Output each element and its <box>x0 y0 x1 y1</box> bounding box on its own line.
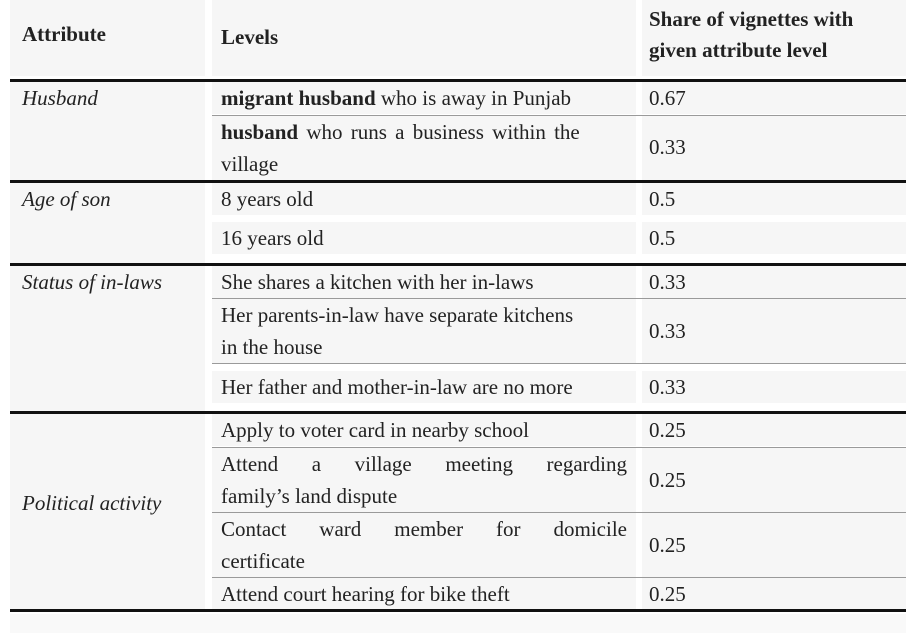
header-share-line2: given attribute level <box>649 38 828 62</box>
levels-cell <box>212 371 636 403</box>
share-cell <box>642 82 906 114</box>
share-value: 0.33 <box>649 375 686 399</box>
level-text-line2: village <box>221 152 279 176</box>
share-cell <box>642 222 906 254</box>
share-cell <box>642 448 906 512</box>
levels-cell <box>212 266 636 298</box>
row-divider <box>212 447 906 448</box>
footer-strip <box>10 614 906 633</box>
share-value: 0.25 <box>649 418 686 442</box>
share-cell <box>642 414 906 446</box>
row-divider <box>212 577 906 578</box>
row-divider <box>212 115 906 116</box>
header-share-line1: Share of vignettes with <box>649 7 854 31</box>
share-cell <box>642 578 906 609</box>
row-divider <box>212 298 906 299</box>
level-text: 16 years old <box>221 226 324 250</box>
header-attribute-cell <box>10 0 205 76</box>
share-value: 0.5 <box>649 187 676 211</box>
share-value: 0.25 <box>649 468 686 492</box>
levels-cell <box>212 183 636 215</box>
level-text: Attend court hearing for bike theft <box>221 582 510 606</box>
level-text-line2: certificate <box>221 549 305 573</box>
levels-cell <box>212 448 636 512</box>
share-value: 0.33 <box>649 135 686 159</box>
header-share-cell <box>642 0 906 76</box>
level-text: Her parents-in-law have separate kitchen… <box>221 303 574 327</box>
levels-cell <box>212 116 636 180</box>
levels-cell <box>212 82 636 114</box>
group-rule <box>10 180 906 183</box>
level-text: migrant husband who is away in Punjab <box>221 82 571 114</box>
level-rest: who runs a business within the <box>298 120 580 144</box>
level-text: husband who runs a business within the <box>221 116 627 148</box>
group-attribute-cell <box>10 266 205 411</box>
group-attribute: Status of in-laws <box>22 270 163 294</box>
levels-cell <box>212 513 636 577</box>
share-value: 0.33 <box>649 319 686 343</box>
level-text: 8 years old <box>221 187 314 211</box>
levels-cell <box>212 414 636 446</box>
group-attribute: Political activity <box>22 491 162 515</box>
group-attribute: Age of son <box>22 187 111 211</box>
levels-cell <box>212 299 636 363</box>
group-rule <box>10 411 906 414</box>
share-value: 0.67 <box>649 86 686 110</box>
row-divider <box>212 363 906 364</box>
level-text: Contact ward member for domicile <box>221 517 627 541</box>
header-levels-cell <box>212 0 636 76</box>
level-rest: who is away in Punjab <box>375 86 572 110</box>
share-value: 0.25 <box>649 582 686 606</box>
level-text: Her father and mother-in-law are no more <box>221 375 573 399</box>
group-attribute: Husband <box>22 86 98 110</box>
group-attribute-cell <box>10 183 205 263</box>
group-attribute-cell <box>10 414 205 609</box>
level-text-line2: in the house <box>221 335 323 359</box>
attribute-table: Attribute Levels Share of vignettes with… <box>10 0 906 633</box>
row-divider <box>212 512 906 513</box>
share-cell <box>642 371 906 403</box>
group-rule <box>10 263 906 266</box>
level-text-line2: family’s land dispute <box>221 484 398 508</box>
share-cell <box>642 513 906 577</box>
share-value: 0.33 <box>649 270 686 294</box>
share-cell <box>642 266 906 298</box>
share-cell <box>642 183 906 215</box>
level-bold: husband <box>221 120 299 144</box>
header-attribute: Attribute <box>22 22 106 46</box>
share-value: 0.25 <box>649 533 686 557</box>
bottom-rule <box>10 609 906 612</box>
level-text: Attend a village meeting regarding <box>221 452 627 476</box>
header-rule <box>10 79 906 82</box>
level-text: She shares a kitchen with her in-laws <box>221 270 534 294</box>
level-bold: migrant husband <box>221 86 376 110</box>
level-text: Apply to voter card in nearby school <box>221 418 529 442</box>
share-value: 0.5 <box>649 226 676 250</box>
share-cell <box>642 299 906 363</box>
levels-cell <box>212 578 636 609</box>
levels-cell <box>212 222 636 254</box>
header-levels: Levels <box>221 25 279 49</box>
share-cell <box>642 116 906 180</box>
group-attribute-cell <box>10 82 205 180</box>
